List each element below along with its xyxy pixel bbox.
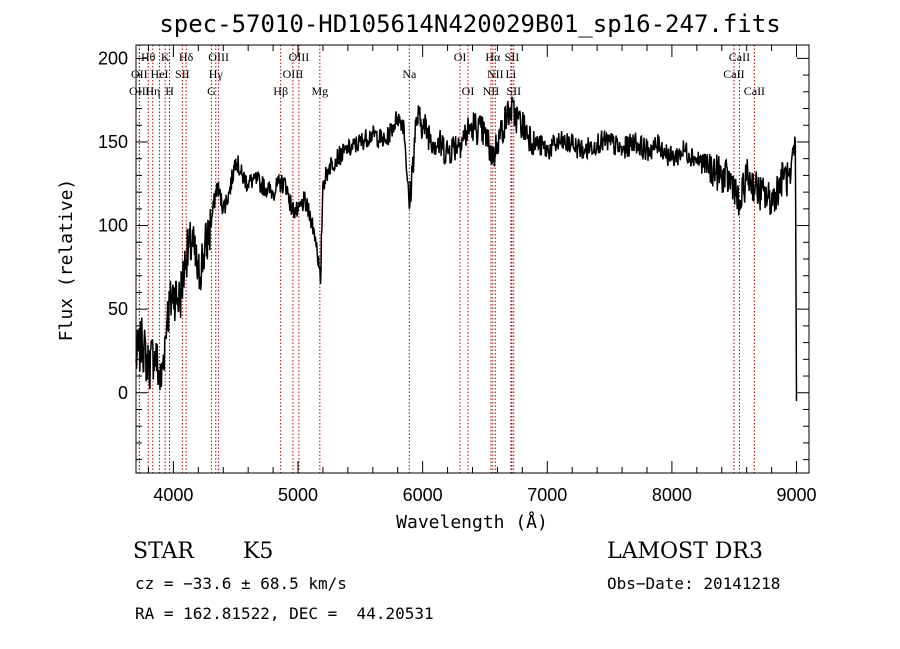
survey-name: LAMOST DR3 [607, 539, 763, 564]
spectral-line-label: CaII [744, 84, 765, 98]
spectral-line-label: Hβ [273, 84, 288, 98]
x-tick-label: 9000 [777, 485, 817, 505]
x-tick-label: 6000 [403, 485, 443, 505]
spectral-line-label: OII [131, 67, 148, 81]
spectral-line-label: Mg [311, 84, 328, 98]
y-tick-label: 150 [98, 132, 128, 152]
spectral-line-label: SII [505, 50, 520, 64]
plot-frame [135, 44, 810, 474]
spectral-line-label: CaII [723, 67, 744, 81]
spectral-line-label: Hη [145, 84, 160, 98]
x-tick-label: 8000 [652, 485, 692, 505]
x-axis-label: Wavelength (Å) [396, 511, 548, 533]
spectrum-line [135, 96, 798, 402]
spectral-line-label: OI [462, 84, 475, 98]
chart-title: spec-57010-HD105614N420029B01_sp16-247.f… [159, 10, 780, 38]
spectral-line-label: OIII [283, 67, 304, 81]
spectral-line-label: G [207, 84, 216, 98]
y-axis-label: Flux (relative) [56, 179, 77, 342]
y-tick-label: 50 [108, 299, 128, 319]
spectral-line-label: Hγ [209, 67, 224, 81]
x-axis-ticks: 4000 5000 6000 7000 8000 9000 [147, 45, 817, 505]
spectral-line-label: Hα [485, 50, 501, 64]
spectral-line-label: H [165, 84, 174, 98]
object-class: STAR [133, 539, 194, 564]
y-tick-label: 200 [98, 48, 128, 68]
coordinates: RA = 162.81522, DEC = 44.20531 [135, 604, 434, 623]
x-tick-label: 5000 [278, 485, 318, 505]
spectral-line-label: Hδ [179, 50, 194, 64]
x-tick-label: 4000 [153, 485, 193, 505]
spectral-line-label: Hθ [141, 50, 156, 64]
spectral-line-label: OIII [289, 50, 310, 64]
y-tick-label: 100 [98, 216, 128, 236]
object-subclass: K5 [243, 539, 274, 564]
spectral-line-label: K [161, 50, 170, 64]
spectral-line-label: SII [506, 84, 521, 98]
spectral-line-label: NII [483, 84, 500, 98]
redshift-velocity: cz = −33.6 ± 68.5 km/s [135, 574, 347, 593]
spectral-line-label: Li [506, 67, 517, 81]
spectral-line-label: OIII [208, 50, 229, 64]
spectral-line-label: Na [402, 67, 417, 81]
spectral-line-label: HeI [151, 67, 169, 81]
observation-date: Obs−Date: 20141218 [607, 574, 781, 593]
spectral-line-label: OIII [129, 84, 150, 98]
y-axis-ticks: 0 50 100 150 200 [98, 48, 809, 461]
spectral-line-label: NII [487, 67, 504, 81]
spectral-line-label: OI [454, 50, 467, 64]
x-tick-label: 7000 [527, 485, 567, 505]
spectral-line-label: SII [175, 67, 190, 81]
spectral-line-markers [138, 45, 755, 473]
y-tick-label: 0 [118, 383, 128, 403]
spectral-line-label: CaII [729, 50, 750, 64]
